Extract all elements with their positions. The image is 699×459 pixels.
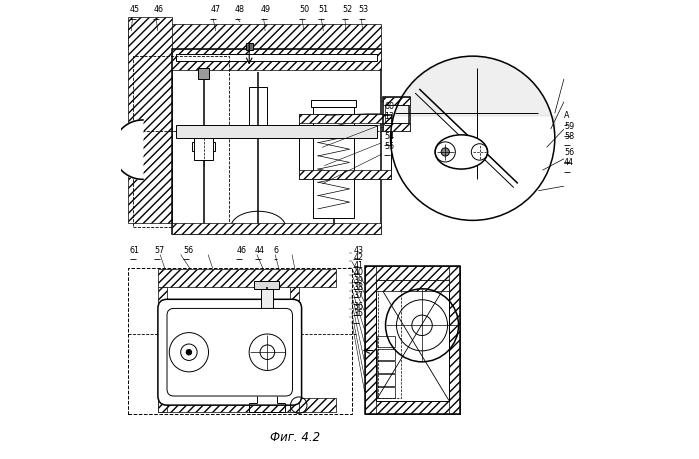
Bar [176,54,377,61]
Bar [290,286,299,412]
Text: 39: 39 [353,276,363,285]
Bar [313,107,354,218]
Bar [299,114,391,179]
FancyBboxPatch shape [167,308,292,396]
Bar [194,137,212,160]
Text: 47: 47 [210,5,220,14]
Text: 48: 48 [235,5,245,14]
Circle shape [186,349,192,355]
Bar [365,266,376,414]
Bar [254,280,279,289]
Text: 50: 50 [299,5,310,14]
Text: 44: 44 [564,158,574,167]
Text: A: A [564,111,570,120]
Bar [171,49,382,234]
Text: 13: 13 [384,112,394,121]
FancyBboxPatch shape [158,299,301,405]
Bar [133,56,229,227]
Bar [158,269,336,286]
Bar [377,387,395,398]
Bar [261,290,273,344]
Text: 36: 36 [353,302,363,311]
Text: 6: 6 [274,246,279,255]
Text: Фиг. 4.2: Фиг. 4.2 [270,431,320,443]
Text: 58: 58 [564,132,574,140]
Text: 46: 46 [153,5,164,14]
Text: 54: 54 [384,132,394,140]
Text: 43: 43 [353,246,363,255]
Bar [128,24,382,49]
Bar [299,114,391,123]
Text: 56: 56 [183,246,193,255]
Text: 52: 52 [343,5,352,14]
Text: 38: 38 [353,284,363,292]
Bar [249,87,268,133]
Text: 37: 37 [353,291,363,300]
Bar [255,339,278,346]
Bar [128,17,171,223]
Text: 61: 61 [129,246,140,255]
Text: 49: 49 [261,5,271,14]
Bar [376,280,449,401]
Bar [385,106,408,123]
Text: 56: 56 [564,148,574,157]
Ellipse shape [435,135,487,169]
Bar [171,49,382,70]
Bar [158,286,167,412]
Bar [365,266,461,280]
Bar [377,361,395,373]
Bar [261,328,273,338]
Bar [377,374,395,386]
Bar [383,97,410,106]
Text: 42: 42 [353,253,363,263]
Bar [192,142,215,151]
Bar [176,124,377,138]
Bar [377,336,395,347]
Text: 60: 60 [384,102,394,111]
Bar [245,43,253,50]
Bar [158,398,336,412]
Text: 44: 44 [255,246,265,255]
Text: 53: 53 [359,5,369,14]
Bar [376,280,449,291]
Text: 59: 59 [564,123,574,131]
Text: 55: 55 [384,141,394,151]
Bar [311,101,356,107]
Bar [299,169,391,179]
Bar [449,266,461,414]
Bar [377,348,395,360]
Text: 57: 57 [154,246,164,255]
Bar [171,223,382,234]
Bar [383,123,410,131]
Polygon shape [113,120,143,179]
Text: 45: 45 [129,5,140,14]
Bar [198,67,210,79]
Bar [365,266,461,414]
Bar [365,401,461,414]
Text: 35: 35 [353,309,363,319]
Bar [378,282,401,398]
Text: 51: 51 [319,5,329,14]
Circle shape [441,148,449,156]
Text: 46: 46 [236,246,246,255]
Bar [383,97,410,131]
Text: 41: 41 [353,261,363,269]
Bar [128,268,352,414]
Text: 40: 40 [353,268,363,277]
